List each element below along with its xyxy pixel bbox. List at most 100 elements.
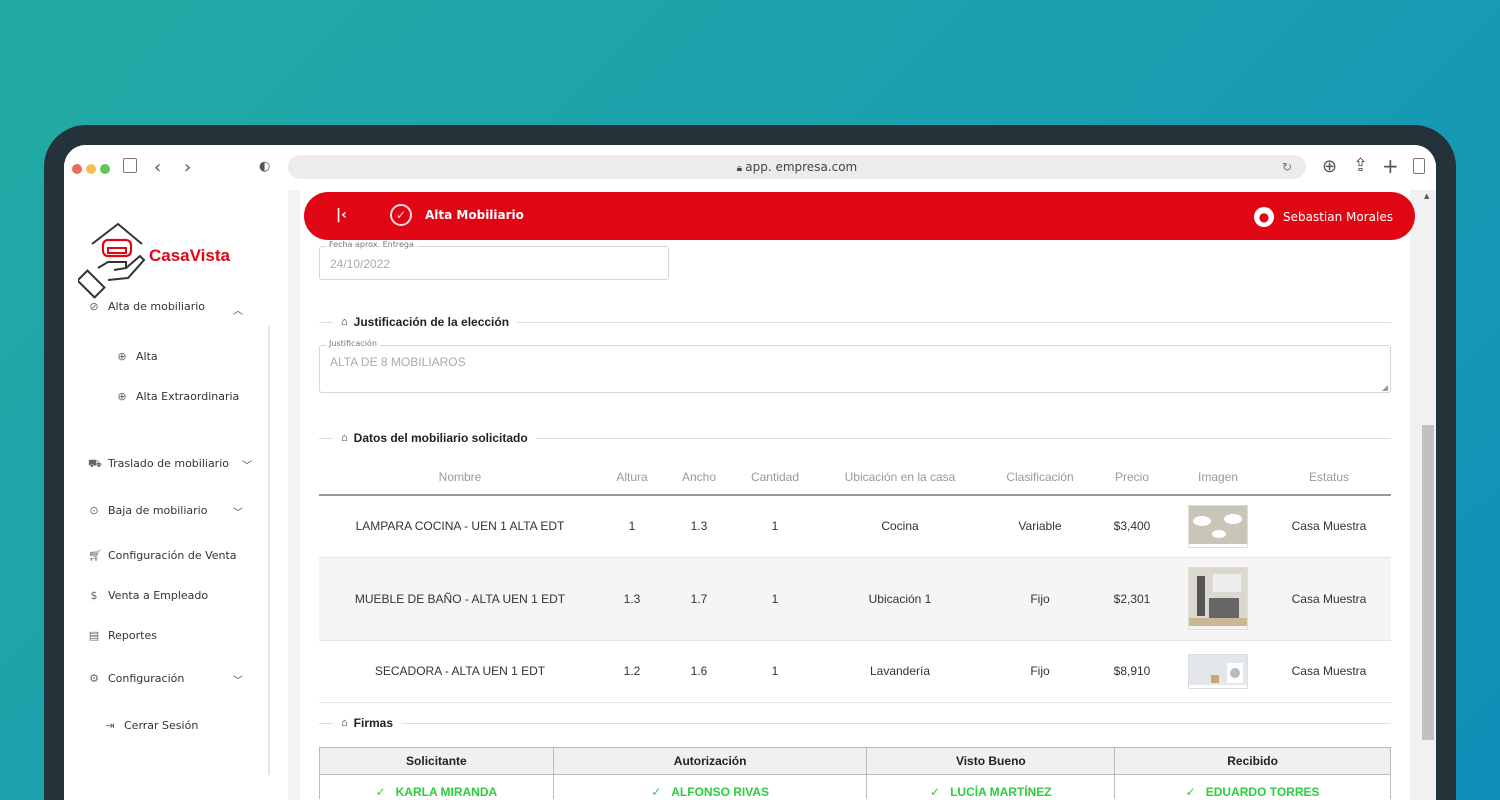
thumbnail-cell [1169,495,1267,558]
sidebar-toggle-icon[interactable] [123,158,137,173]
sidebar-item-label: Baja de mobiliario [108,504,208,517]
signer-name: EDUARDO TORRES [1205,785,1320,799]
user-name[interactable]: Sebastian Morales [1283,210,1393,224]
signer-name: KARLA MIRANDA [395,785,498,799]
report-icon: ▤ [88,628,100,642]
download-icon[interactable]: ⊕ [1322,156,1338,177]
cart-icon: 🛒︎ [88,548,102,562]
chevron-down-icon[interactable]: ﹀ [233,676,243,687]
thumbnail-cell [1169,557,1267,641]
lamp-image[interactable] [1188,504,1248,548]
table-row[interactable]: LAMPARA COCINA - UEN 1 ALTA EDT 1 1.3 1 Coci… [319,495,1391,558]
firmas-table: Solicitante Autorización Visto Bueno Recibi… [319,747,1391,799]
back-icon[interactable]: ‹ [154,157,162,178]
sidebar-item-traslado[interactable]: ⛟ Traslado de mobiliario [88,457,229,470]
cell-ancho: 1.7 [663,557,735,641]
chevron-up-icon[interactable]: ︿ [233,306,243,317]
sidebar-item-alta-de-mobiliario[interactable]: ⊘ Alta de mobiliario [88,300,205,313]
cell-clasificacion: Variable [985,495,1095,558]
sidebar-item-label: Alta Extraordinaria [136,390,240,403]
check-icon: ✓ [930,785,941,799]
maximize-window-button[interactable] [100,164,110,174]
sidebar-item-alta-extraordinaria[interactable]: ⊕ Alta Extraordinaria [116,390,239,403]
plus-circle-icon: ⊕ [117,389,127,403]
dollar-icon: $ [90,588,98,602]
sidebar-scrollbar[interactable] [268,325,270,775]
url-text: app. empresa.com [745,160,858,174]
section-firmas: ⌂ Firmas [319,716,1391,730]
sidebar-item-configuracion-venta[interactable]: 🛒︎ Configuración de Venta [88,549,237,562]
scroll-up-icon[interactable]: ▲ [1424,192,1430,200]
collapse-sidebar-icon[interactable]: |‹ [336,207,347,223]
badge-icon: ⊘ [89,299,99,313]
field-value: 24/10/2022 [330,257,391,271]
sidebar-item-baja[interactable]: ⊙ Baja de mobiliario [88,504,207,517]
table-row[interactable]: SECADORA - ALTA UEN 1 EDT 1.2 1.6 1 Lavander… [319,640,1391,703]
sidebar-item-label: Venta a Empleado [108,589,209,602]
reload-icon[interactable]: ↻ [1281,160,1292,174]
cell-nombre: LAMPARA COCINA - UEN 1 ALTA EDT [319,495,601,558]
table-row[interactable]: MUEBLE DE BAÑO - ALTA UEN 1 EDT 1.3 1.7 1 Ub… [319,557,1391,641]
user-avatar-icon[interactable]: ● [1254,207,1274,227]
column-header: Altura [601,460,663,496]
browser-window: ‹ › ◐ 🔒︎ app. empresa.com ↻ ⊕ ⇪ + CasaVis… [64,145,1436,800]
browser-toolbar: ‹ › ◐ 🔒︎ app. empresa.com ↻ ⊕ ⇪ + [64,145,1436,190]
home-icon: ⌂ [341,717,348,729]
sidebar-item-venta-empleado[interactable]: $ Venta a Empleado [88,588,209,602]
page-scrollbar[interactable]: ▲ [1410,190,1436,800]
column-header: Cantidad [735,460,815,496]
sidebar-item-reportes[interactable]: ▤ Reportes [88,629,157,642]
scrollbar-thumb[interactable] [1422,425,1434,740]
home-icon: ⌂ [341,316,348,328]
firma-header: Solicitante [319,747,554,775]
cell-clasificacion: Fijo [985,640,1095,703]
address-bar[interactable]: 🔒︎ app. empresa.com ↻ [288,155,1306,179]
sidebar: CasaVista ⊘ Alta de mobiliario ︿ ⊕ Alta ⊕ A… [64,190,288,800]
fecha-entrega-field[interactable]: Fecha aprox. Entrega 24/10/2022 [319,240,669,280]
new-tab-icon[interactable]: + [1382,154,1399,178]
forward-icon[interactable]: › [184,157,192,178]
cell-precio: $2,301 [1095,557,1169,641]
sidebar-item-label: Alta [136,350,158,363]
bathroom-cabinet-image[interactable] [1188,567,1248,630]
cell-ubicacion: Ubicación 1 [815,557,985,641]
signer-name: LUCÍA MARTÍNEZ [950,785,1052,799]
sidebar-item-label: Configuración de Venta [108,549,237,562]
check-icon: ✓ [375,785,386,799]
shield-icon[interactable]: ◐ [259,159,271,174]
column-header: Ubicación en la casa [815,460,985,496]
cell-clasificacion: Fijo [985,557,1095,641]
column-header: Ancho [663,460,735,496]
cell-altura: 1 [601,495,663,558]
justificacion-textarea[interactable]: Justificación ALTA DE 8 MOBILIAROS ◢ [319,339,1391,393]
tabs-overview-icon[interactable] [1413,158,1425,174]
firma-cell: ✓ LUCÍA MARTÍNEZ [866,774,1116,799]
brand-name: CasaVista [149,246,230,265]
lock-icon: 🔒︎ [736,163,746,174]
firma-header: Visto Bueno [866,747,1116,775]
section-title: Justificación de la elección [353,315,510,329]
section-justificacion: ⌂ Justificación de la elección [319,315,1391,329]
resize-handle-icon[interactable]: ◢ [1381,383,1388,392]
minimize-window-button[interactable] [86,164,96,174]
badge-check-icon: ✓ [390,204,412,226]
close-window-button[interactable] [72,164,82,174]
sidebar-item-configuracion[interactable]: ⚙ Configuración [88,672,184,685]
firma-header: Autorización [552,747,868,775]
cell-estatus: Casa Muestra [1267,557,1391,641]
cell-precio: $3,400 [1095,495,1169,558]
share-icon[interactable]: ⇪ [1353,155,1369,176]
sidebar-item-label: Alta de mobiliario [108,300,206,313]
cell-estatus: Casa Muestra [1267,495,1391,558]
page-title: Alta Mobiliario [425,208,524,222]
sidebar-item-cerrar-sesion[interactable]: ⇥ Cerrar Sesión [104,719,198,732]
firma-cell: ✓ EDUARDO TORRES [1114,774,1391,799]
truck-icon: ⛟ [88,456,102,470]
mobiliario-table: Nombre Altura Ancho Cantidad Ubicación en la… [319,460,1391,703]
chevron-down-icon[interactable]: ﹀ [233,508,243,519]
dryer-image[interactable] [1188,653,1248,689]
sidebar-item-alta[interactable]: ⊕ Alta [116,350,158,363]
down-circle-icon: ⊙ [89,503,99,517]
chevron-down-icon[interactable]: ﹀ [242,461,252,472]
cell-cantidad: 1 [735,495,815,558]
